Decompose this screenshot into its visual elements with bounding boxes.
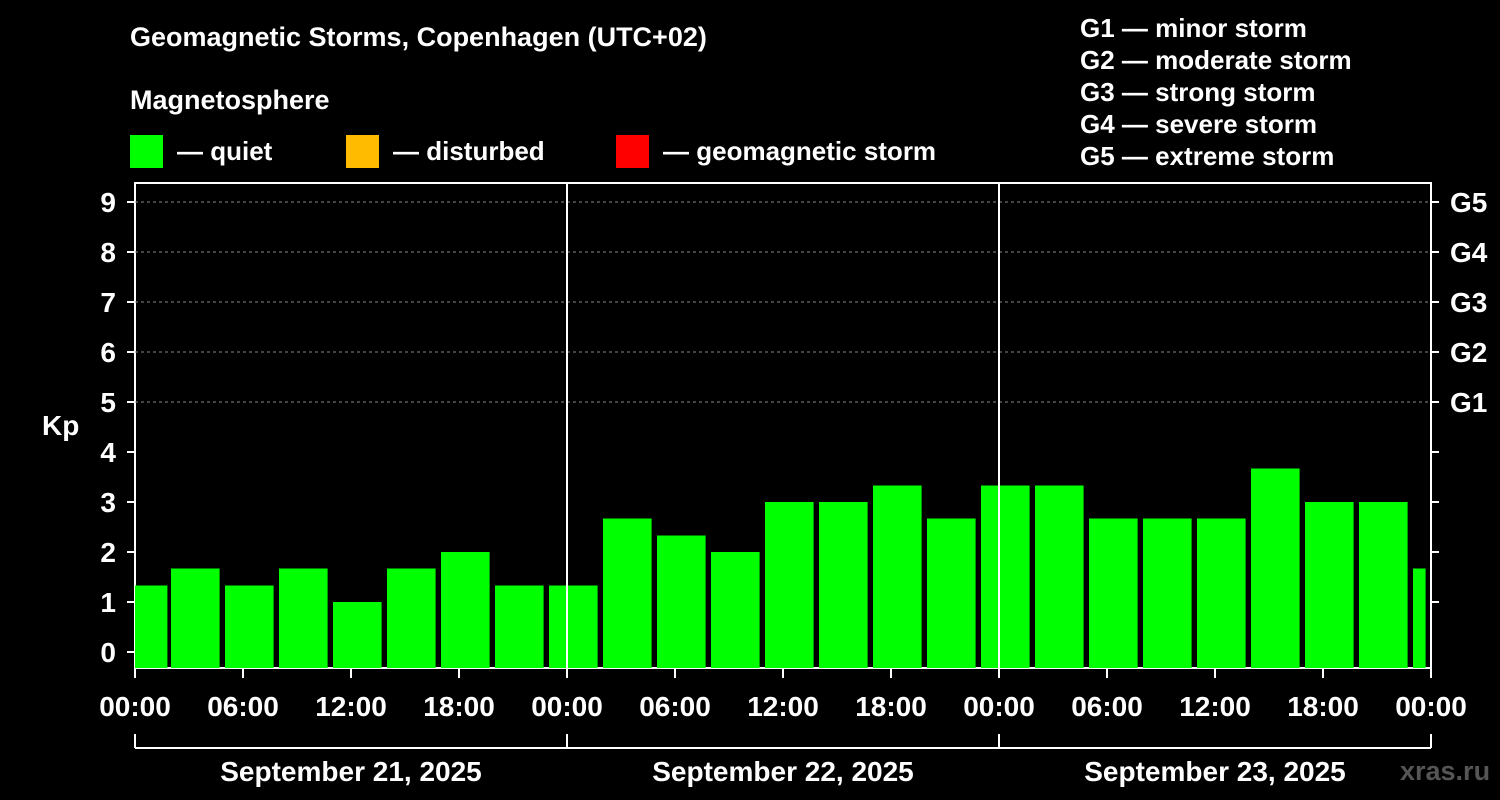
y-tick-label: 4 xyxy=(100,437,116,468)
y-tick-label: 7 xyxy=(100,287,116,318)
kp-bar xyxy=(135,585,168,668)
x-tick-label: 18:00 xyxy=(855,691,927,722)
right-axis-label: G4 xyxy=(1450,237,1488,268)
kp-bar xyxy=(603,518,652,668)
x-tick-label: 00:00 xyxy=(531,691,603,722)
legend-swatch-disturbed xyxy=(346,134,379,168)
storm-scale-legend: G1 — minor storm G2 — moderate storm G3 … xyxy=(1080,12,1352,172)
x-tick-label: 12:00 xyxy=(747,691,819,722)
storm-scale-g3: G3 — strong storm xyxy=(1080,77,1316,107)
kp-bar xyxy=(1251,468,1300,668)
y-axis-label: Kp xyxy=(42,410,80,441)
x-tick-label: 00:00 xyxy=(1395,691,1467,722)
watermark: xras.ru xyxy=(1400,756,1491,786)
legend-label-quiet: — quiet xyxy=(177,135,273,166)
kp-bar xyxy=(279,568,328,668)
kp-bar xyxy=(387,568,436,668)
kp-bar xyxy=(765,502,814,668)
legend-item-storm: — geomagnetic storm xyxy=(616,134,936,168)
legend-item-quiet: — quiet xyxy=(130,134,272,168)
kp-bar xyxy=(1413,568,1426,668)
x-tick-label: 06:00 xyxy=(1071,691,1143,722)
kp-bar xyxy=(1197,518,1246,668)
kp-bar xyxy=(171,568,220,668)
kp-bar xyxy=(711,552,760,668)
y-tick-label: 6 xyxy=(100,337,116,368)
y-tick-label: 5 xyxy=(100,387,116,418)
x-tick-label: 00:00 xyxy=(99,691,171,722)
kp-bar xyxy=(1359,502,1408,668)
x-tick-label: 06:00 xyxy=(207,691,279,722)
right-axis-label: G2 xyxy=(1450,337,1487,368)
x-tick-label: 12:00 xyxy=(1179,691,1251,722)
legend-label-disturbed: — disturbed xyxy=(393,135,545,166)
x-tick-label: 18:00 xyxy=(1287,691,1359,722)
right-axis-label: G1 xyxy=(1450,387,1487,418)
kp-bar xyxy=(927,518,976,668)
storm-scale-g1: G1 — minor storm xyxy=(1080,13,1307,43)
y-tick-label: 3 xyxy=(100,487,116,518)
kp-bar xyxy=(1035,485,1084,668)
x-tick-label: 06:00 xyxy=(639,691,711,722)
kp-bar xyxy=(1089,518,1138,668)
y-tick-label: 9 xyxy=(100,187,116,218)
legend-swatch-storm xyxy=(616,134,649,168)
day-label: September 22, 2025 xyxy=(652,756,914,787)
y-tick-label: 2 xyxy=(100,537,116,568)
x-tick-label: 12:00 xyxy=(315,691,387,722)
kp-bar xyxy=(225,585,274,668)
kp-bar xyxy=(819,502,868,668)
kp-bar xyxy=(495,585,544,668)
y-tick-label: 8 xyxy=(100,237,116,268)
x-tick-label: 00:00 xyxy=(963,691,1035,722)
kp-bar xyxy=(549,585,598,668)
kp-bar xyxy=(333,602,382,668)
legend-heading: Magnetosphere xyxy=(130,85,330,115)
y-tick-label: 0 xyxy=(100,637,116,668)
kp-bar xyxy=(657,535,706,668)
right-axis-label: G3 xyxy=(1450,287,1487,318)
legend-item-disturbed: — disturbed xyxy=(346,134,545,168)
chart-title: Geomagnetic Storms, Copenhagen (UTC+02) xyxy=(130,22,707,52)
kp-bar xyxy=(441,552,490,668)
day-label: September 21, 2025 xyxy=(220,756,482,787)
x-tick-label: 18:00 xyxy=(423,691,495,722)
kp-bar xyxy=(873,485,922,668)
legend-swatch-quiet xyxy=(130,134,163,168)
storm-scale-g4: G4 — severe storm xyxy=(1080,109,1318,139)
legend-label-storm: — geomagnetic storm xyxy=(663,135,937,166)
storm-scale-g5: G5 — extreme storm xyxy=(1080,141,1335,171)
kp-bar xyxy=(1143,518,1192,668)
kp-bar xyxy=(1305,502,1354,668)
storm-scale-g2: G2 — moderate storm xyxy=(1080,45,1352,75)
kp-bar xyxy=(981,485,1030,668)
right-axis-label: G5 xyxy=(1450,187,1487,218)
y-tick-label: 1 xyxy=(100,587,116,618)
day-label: September 23, 2025 xyxy=(1084,756,1346,787)
